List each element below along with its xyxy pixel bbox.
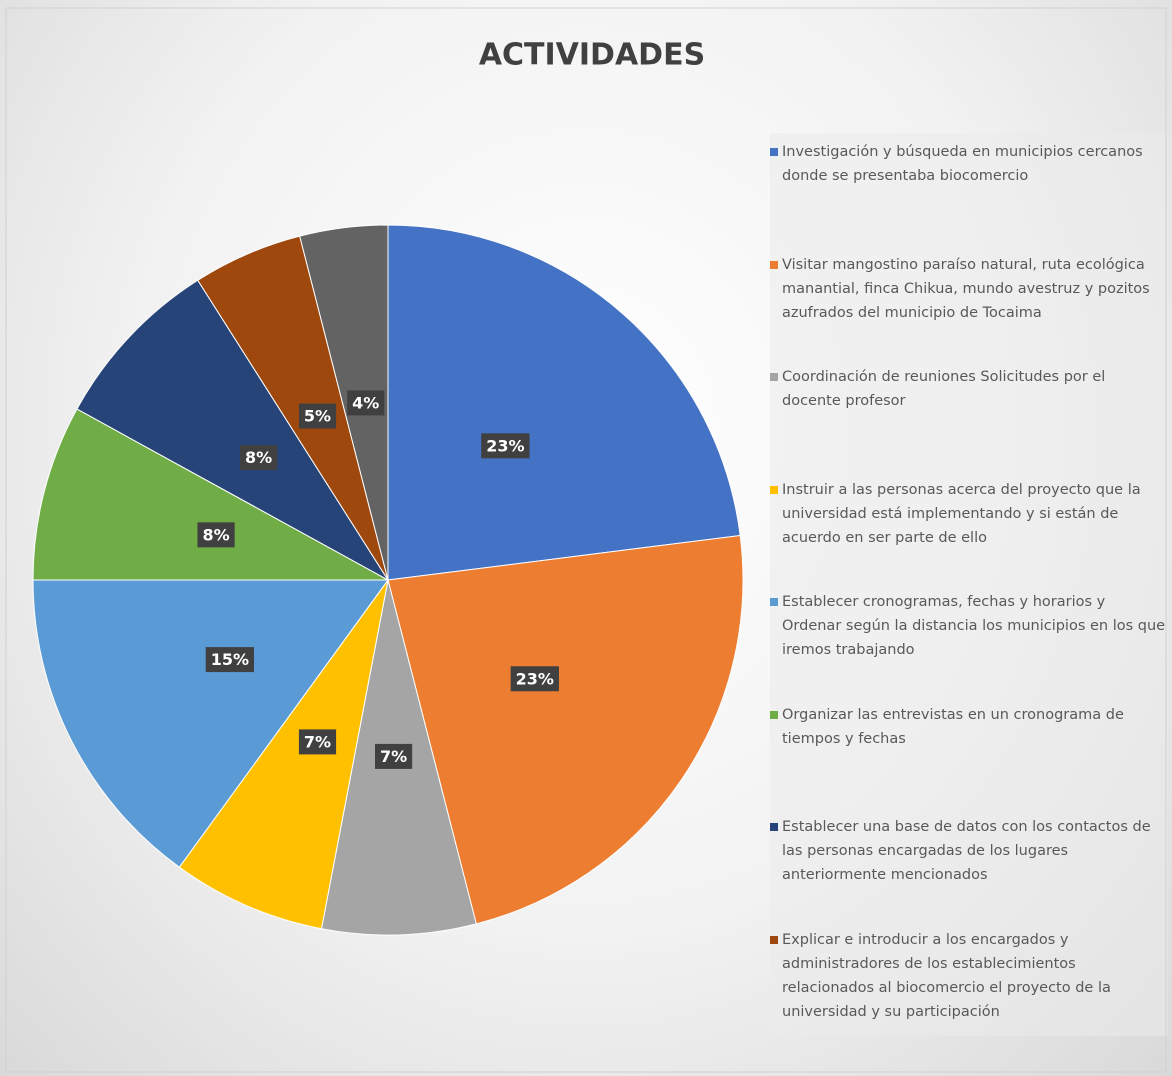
data-label: 5% <box>304 407 331 426</box>
legend-swatch <box>770 598 778 606</box>
legend-label: Coordinación de reuniones Solicitudes po… <box>782 369 1106 409</box>
pie-slice <box>32 408 389 581</box>
data-label-group: 15% <box>205 647 254 673</box>
data-label-box <box>298 403 337 429</box>
data-label: 23% <box>486 436 524 455</box>
data-label-group: 7% <box>374 743 413 769</box>
data-label-box <box>298 729 337 755</box>
legend-label: Establecer cronogramas, fechas y horario… <box>782 594 1166 658</box>
legend-swatch <box>770 260 778 269</box>
legend-swatch <box>770 148 778 156</box>
data-label-box <box>510 666 559 692</box>
data-label: 15% <box>211 650 249 669</box>
legend-entry: Establecer cronogramas, fechas y horario… <box>770 590 1167 662</box>
legend-label: Investigación y búsqueda en municipios c… <box>782 144 1143 184</box>
chart-border <box>5 7 1167 1073</box>
legend-background <box>770 133 1168 1036</box>
legend-entry: Explicar e introducir a los encargados y… <box>770 928 1167 1024</box>
data-label-group: 7% <box>298 729 337 755</box>
pie-slice <box>32 579 389 868</box>
data-label: 8% <box>202 525 229 544</box>
data-label: 23% <box>516 669 554 688</box>
pie-slice <box>387 534 744 925</box>
chart-title: ACTIVIDADES <box>479 38 705 73</box>
legend-swatch <box>770 485 778 494</box>
legend-label: Organizar las entrevistas en un cronogra… <box>782 706 1124 747</box>
data-label-group: 23% <box>510 666 559 692</box>
legend-swatch <box>770 373 778 381</box>
legend-swatch <box>770 710 778 719</box>
data-label-box <box>240 444 278 470</box>
data-label-box <box>347 390 385 416</box>
data-label-box <box>205 647 254 673</box>
data-label-group: 8% <box>197 522 235 548</box>
legend-swatch <box>770 823 778 831</box>
legend-entry: Investigación y búsqueda en municipios c… <box>770 140 1167 188</box>
pie-slice <box>299 224 389 581</box>
legend-label: Visitar mangostino paraíso natural, ruta… <box>782 256 1150 321</box>
legend-label: Explicar e introducir a los encargados y… <box>782 931 1111 1020</box>
legend-label: Instruir a las personas acerca del proye… <box>782 481 1141 546</box>
legend-entry: Instruir a las personas acerca del proye… <box>770 478 1167 550</box>
data-label-box <box>481 433 530 459</box>
pie-slice <box>387 224 741 581</box>
legend-entry: Organizar las entrevistas en un cronogra… <box>770 703 1167 751</box>
legend-entry: Establecer una base de datos con los con… <box>770 815 1167 887</box>
data-label-box <box>197 522 235 548</box>
data-label: 4% <box>352 393 379 412</box>
data-label: 8% <box>245 448 272 467</box>
data-label: 7% <box>380 747 407 766</box>
pie-slice <box>76 279 389 581</box>
legend-swatch <box>770 935 778 944</box>
data-label: 7% <box>304 732 331 751</box>
data-label-group: 4% <box>347 390 385 416</box>
data-label-group: 8% <box>240 444 278 470</box>
legend-label: Establecer una base de datos con los con… <box>782 819 1151 883</box>
data-label-group: 23% <box>481 433 530 459</box>
pie-slice <box>178 579 389 930</box>
data-label-group: 5% <box>298 403 337 429</box>
legend-entry: Visitar mangostino paraíso natural, ruta… <box>770 253 1167 325</box>
data-label-box <box>374 743 413 769</box>
legend-entry: Coordinación de reuniones Solicitudes po… <box>770 365 1167 413</box>
